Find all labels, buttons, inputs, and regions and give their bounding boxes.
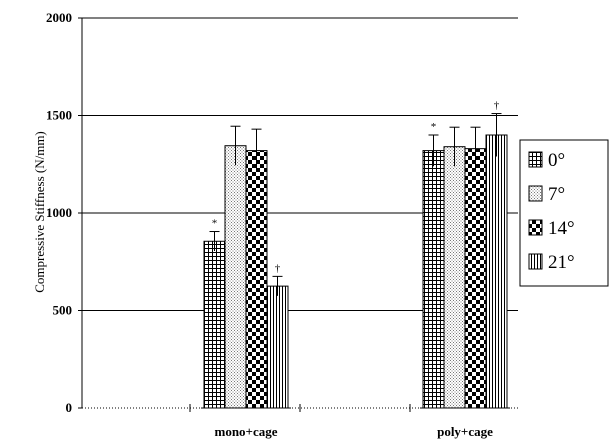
- bar-annotation: *: [212, 218, 218, 230]
- legend-label: 0°: [548, 150, 565, 171]
- y-axis-title: Compressive Stiffness (N/mm): [32, 131, 47, 293]
- legend-label: 21°: [548, 252, 575, 273]
- y-tick-label: 0: [66, 400, 73, 415]
- bars: [203, 113, 508, 409]
- legend-label: 7°: [548, 184, 565, 205]
- bar-checker: [245, 150, 268, 409]
- bar-vlines: [266, 285, 289, 409]
- legend-swatch: [528, 253, 543, 270]
- bar-vlines: [485, 134, 508, 409]
- y-tick-label: 500: [53, 303, 73, 318]
- bar-annotation: †: [494, 100, 500, 112]
- y-tick-label: 1000: [46, 205, 72, 220]
- bar-dots: [224, 145, 247, 409]
- y-tick-label: 1500: [46, 108, 72, 123]
- legend-swatch: [528, 151, 543, 168]
- bar-checker: [464, 148, 487, 409]
- bar-annotation: †: [275, 262, 281, 274]
- legend: 0° 7° 14° 21°: [519, 139, 609, 287]
- bar-grid: [422, 150, 445, 409]
- legend-swatch: [528, 185, 543, 202]
- category-label: poly+cage: [437, 424, 493, 439]
- bar-dots: [443, 146, 466, 409]
- legend-swatch: [528, 219, 543, 236]
- legend-label: 14°: [548, 218, 575, 239]
- bar-grid: [203, 240, 226, 409]
- labels: 0 500 1000 1500 2000 * † mono+cage * † poly+cage: [46, 10, 500, 439]
- category-label: mono+cage: [214, 424, 277, 439]
- bar-annotation: *: [431, 121, 437, 133]
- y-tick-label: 2000: [46, 10, 72, 25]
